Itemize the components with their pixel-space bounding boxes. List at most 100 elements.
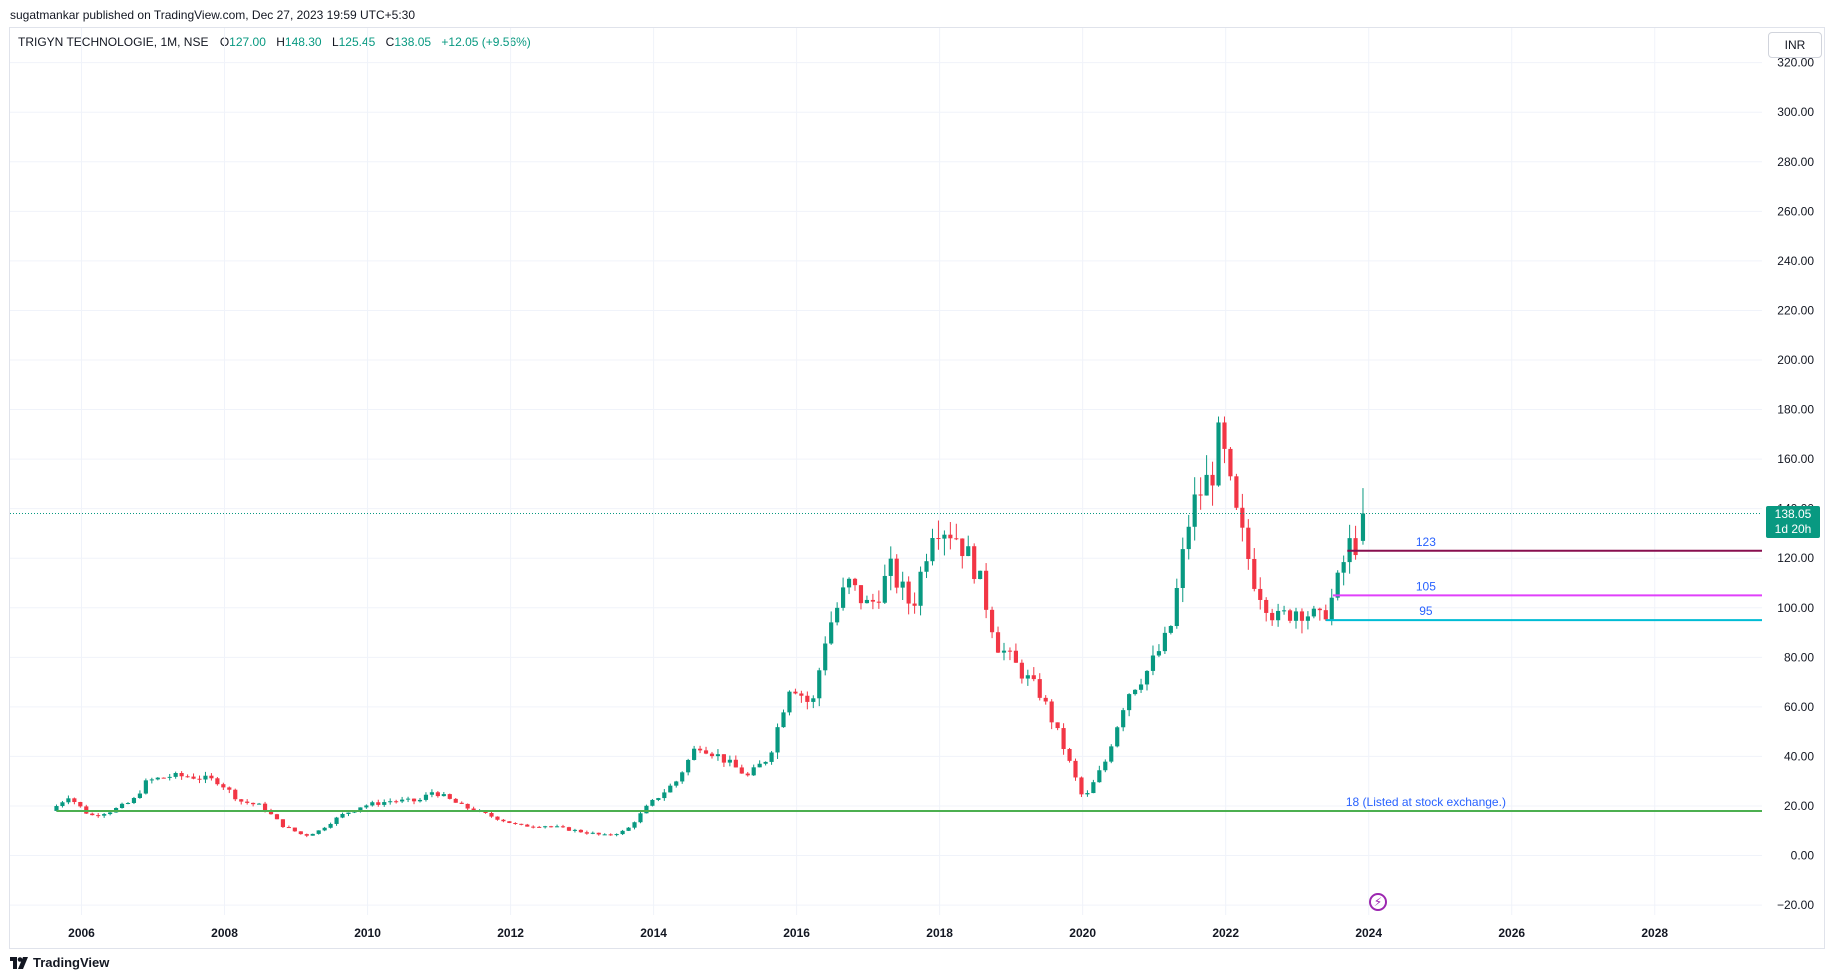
y-tick-label: 220.00 — [1777, 303, 1814, 317]
candle-body — [1138, 684, 1144, 690]
candle-body — [995, 632, 1001, 653]
candle-body — [149, 779, 154, 781]
bar-countdown: 1d 20h — [1774, 522, 1812, 536]
candle-body — [1103, 761, 1108, 771]
candle-body — [1198, 494, 1203, 496]
candle-body — [1204, 474, 1209, 496]
candle-body — [1353, 538, 1358, 556]
candle-body — [531, 826, 536, 828]
candle-body — [1055, 722, 1060, 729]
candle-body — [954, 538, 959, 540]
y-tick-label: 280.00 — [1777, 155, 1814, 169]
candle-body — [191, 776, 196, 779]
candle-body — [90, 813, 95, 816]
x-tick-label: 2022 — [1212, 926, 1239, 940]
candle-body — [316, 830, 321, 834]
candle-body — [751, 767, 756, 776]
candle-body — [918, 571, 923, 606]
candle-body — [1067, 749, 1072, 761]
symbol-name[interactable]: TRIGYN TECHNOLOGIE, 1M, NSE — [18, 35, 209, 49]
y-tick-label: 260.00 — [1777, 204, 1814, 218]
candle-body — [417, 799, 423, 802]
candle-body — [745, 773, 750, 776]
candle-body — [346, 812, 351, 814]
candle-body — [560, 826, 566, 828]
candle-body — [572, 829, 578, 831]
candle-body — [1270, 612, 1275, 621]
candle-body — [680, 772, 685, 782]
candle-body — [102, 814, 107, 816]
candle-body — [239, 799, 244, 802]
candle-body — [739, 767, 744, 774]
candle-body — [1276, 610, 1281, 621]
candle-body — [727, 759, 732, 763]
tradingview-footer[interactable]: TradingView — [10, 955, 109, 970]
candle-body — [1150, 655, 1156, 671]
candle-body — [1335, 572, 1340, 598]
candle-body — [257, 803, 262, 805]
candle-body — [1037, 679, 1042, 698]
candle-body — [876, 601, 881, 603]
candle-body — [370, 802, 375, 806]
candle-body — [882, 575, 887, 603]
candle-body — [292, 827, 297, 832]
candle-body — [584, 832, 589, 834]
y-tick-label: 240.00 — [1777, 254, 1814, 268]
x-tick-label: 2012 — [497, 926, 524, 940]
candle-body — [1210, 474, 1215, 486]
candle-body — [1281, 610, 1287, 612]
candle-body — [846, 578, 852, 588]
candle-body — [304, 834, 309, 836]
candle-body — [1180, 549, 1185, 588]
candle-body — [966, 546, 971, 557]
candle-body — [978, 570, 983, 580]
candle-body — [1311, 608, 1316, 617]
x-tick-label: 2014 — [640, 926, 667, 940]
candle-body — [1293, 611, 1299, 621]
candle-body — [835, 607, 840, 623]
candle-body — [376, 802, 381, 805]
candle-body — [1079, 777, 1084, 795]
candle-body — [1156, 651, 1162, 656]
candle-body — [1168, 626, 1173, 633]
last-price-value: 138.05 — [1774, 507, 1812, 521]
candle-body — [590, 832, 595, 834]
low-label: L — [331, 35, 339, 49]
candle-body — [340, 813, 345, 818]
currency-button[interactable]: INR — [1768, 32, 1822, 58]
candle-body — [972, 546, 977, 580]
lightning-icon[interactable]: ⚡ — [1369, 893, 1387, 911]
horizontal-level-label: 105 — [1416, 579, 1436, 593]
candle-body — [203, 775, 208, 780]
horizontal-level-label: 123 — [1416, 535, 1436, 549]
candle-body — [453, 798, 458, 803]
candle-body — [1323, 610, 1328, 620]
candle-body — [1162, 632, 1167, 652]
candle-body — [1031, 675, 1036, 680]
candle-body — [1001, 650, 1007, 653]
candle-body — [328, 823, 333, 828]
x-tick-label: 2016 — [783, 926, 810, 940]
candle-body — [763, 761, 768, 764]
candle-body — [948, 534, 953, 539]
candle-body — [733, 759, 738, 768]
y-tick-label: 60.00 — [1784, 700, 1814, 714]
candle-body — [703, 750, 709, 754]
y-tick-label: 180.00 — [1777, 403, 1814, 417]
candle-body — [775, 727, 780, 753]
candle-body — [489, 813, 494, 817]
candle-body — [1091, 782, 1096, 794]
candle-body — [1109, 746, 1114, 762]
candle-body — [566, 827, 572, 831]
candle-body — [251, 802, 256, 805]
candle-body — [864, 599, 870, 604]
x-tick-label: 2006 — [68, 926, 95, 940]
candle-body — [54, 806, 59, 811]
candle-body — [912, 603, 917, 606]
candle-body — [686, 759, 691, 773]
candle-body — [930, 538, 935, 562]
candle-body — [960, 538, 965, 557]
y-tick-label: 120.00 — [1777, 551, 1814, 565]
candle-body — [674, 781, 679, 786]
